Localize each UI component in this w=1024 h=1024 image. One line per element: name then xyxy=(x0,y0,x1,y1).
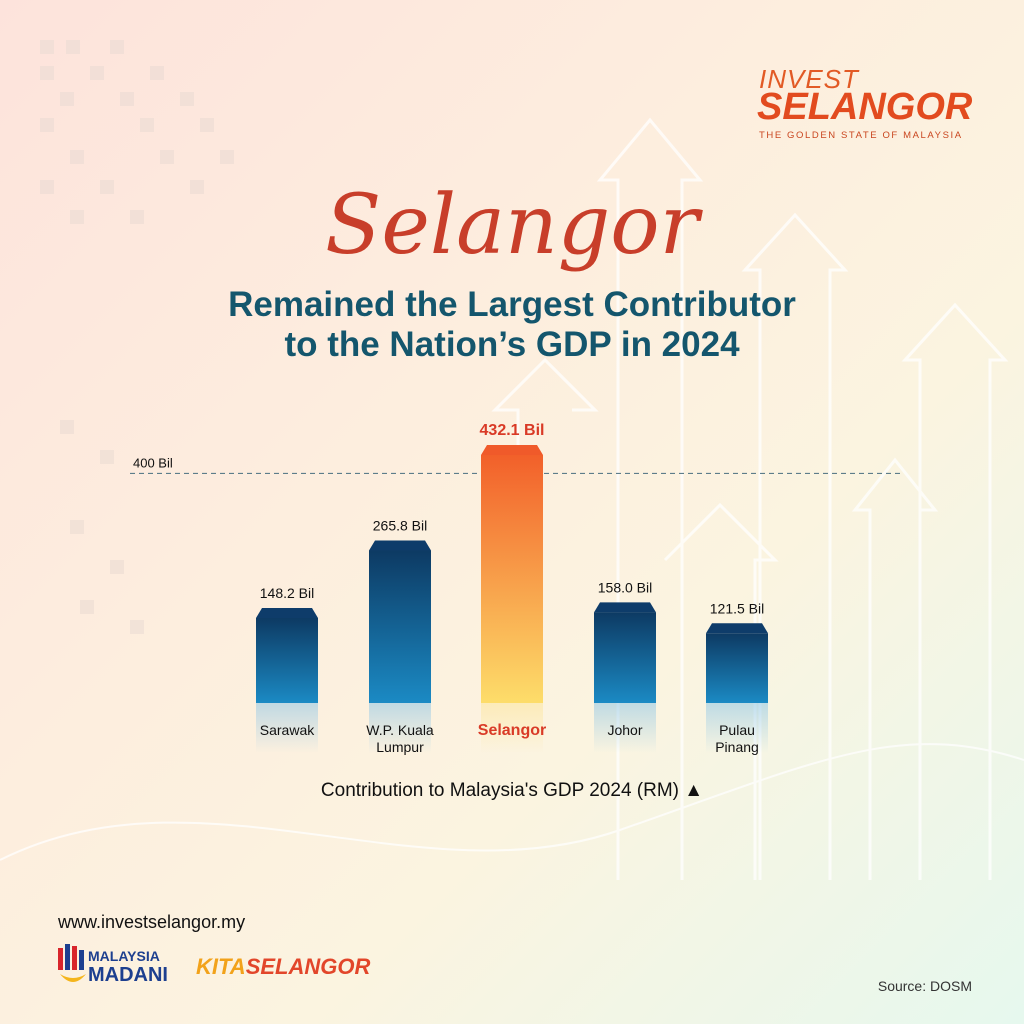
value-label-johor: 158.0 Bil xyxy=(598,579,652,595)
logo-invest-text: INVEST xyxy=(759,64,859,94)
bar-reflection-sarawak xyxy=(256,703,318,753)
value-label-w-p-kuala-lumpur: 265.8 Bil xyxy=(373,517,427,533)
bar-reflection-johor xyxy=(594,703,656,753)
category-label-selangor: Selangor xyxy=(478,722,546,739)
bar-w-p-kuala-lumpur xyxy=(369,550,431,703)
category-label-johor: Johor xyxy=(607,722,642,738)
pixel-pattern xyxy=(40,40,234,634)
title-line-2: to the Nation’s GDP in 2024 xyxy=(284,325,740,364)
title-line-1: Remained the Largest Contributor xyxy=(228,285,796,324)
category-label-pulau-pinang: Pulau Pinang xyxy=(715,722,759,755)
bar-top-sarawak xyxy=(256,607,318,618)
bar-top-selangor xyxy=(481,445,543,455)
bar-top-w-p-kuala-lumpur xyxy=(369,540,431,551)
bar-pulau-pinang xyxy=(706,633,768,703)
bar-top-pulau-pinang xyxy=(706,623,768,634)
logo-selangor-text: SELANGOR xyxy=(757,86,973,128)
madani-line-1: MALAYSIA xyxy=(88,948,160,964)
bar-sarawak xyxy=(256,617,318,703)
malaysia-madani-logo: MALAYSIA MADANI xyxy=(56,944,196,990)
chart-caption: Contribution to Malaysia's GDP 2024 (RM)… xyxy=(320,780,704,801)
value-label-sarawak: 148.2 Bil xyxy=(260,585,314,601)
reference-line-label: 400 Bil xyxy=(133,455,173,470)
page-title: Remained the Largest Contributor to the … xyxy=(0,285,1024,365)
category-label-sarawak: Sarawak xyxy=(260,722,315,738)
value-label-selangor: 432.1 Bil xyxy=(480,422,545,439)
value-label-pulau-pinang: 121.5 Bil xyxy=(710,600,764,616)
script-heading: Selangor xyxy=(325,178,699,273)
bar-reflection-w-p-kuala-lumpur xyxy=(369,703,431,753)
kita-selangor-text: SELANGOR xyxy=(245,954,371,979)
kita-text: KITA xyxy=(196,954,246,979)
invest-selangor-logo: INVEST SELANGOR THE GOLDEN STATE OF MALA… xyxy=(755,64,972,144)
bar-selangor xyxy=(481,455,543,703)
bar-reflection-selangor xyxy=(481,703,543,753)
kita-selangor-logo: KITASELANGOR xyxy=(196,954,370,980)
logo-tagline: THE GOLDEN STATE OF MALAYSIA xyxy=(759,130,963,141)
source-note: Source: DOSM xyxy=(877,978,972,994)
arrow-decoration xyxy=(0,117,1024,880)
bar-top-johor xyxy=(594,602,656,613)
website-link[interactable]: www.investselangor.my xyxy=(58,912,246,932)
madani-line-2: MADANI xyxy=(88,964,168,986)
bar-reflection-pulau-pinang xyxy=(706,703,768,753)
madani-emblem-icon xyxy=(58,944,86,982)
bar-johor xyxy=(594,612,656,703)
category-label-w-p-kuala-lumpur: W.P. Kuala Lumpur xyxy=(366,722,434,755)
